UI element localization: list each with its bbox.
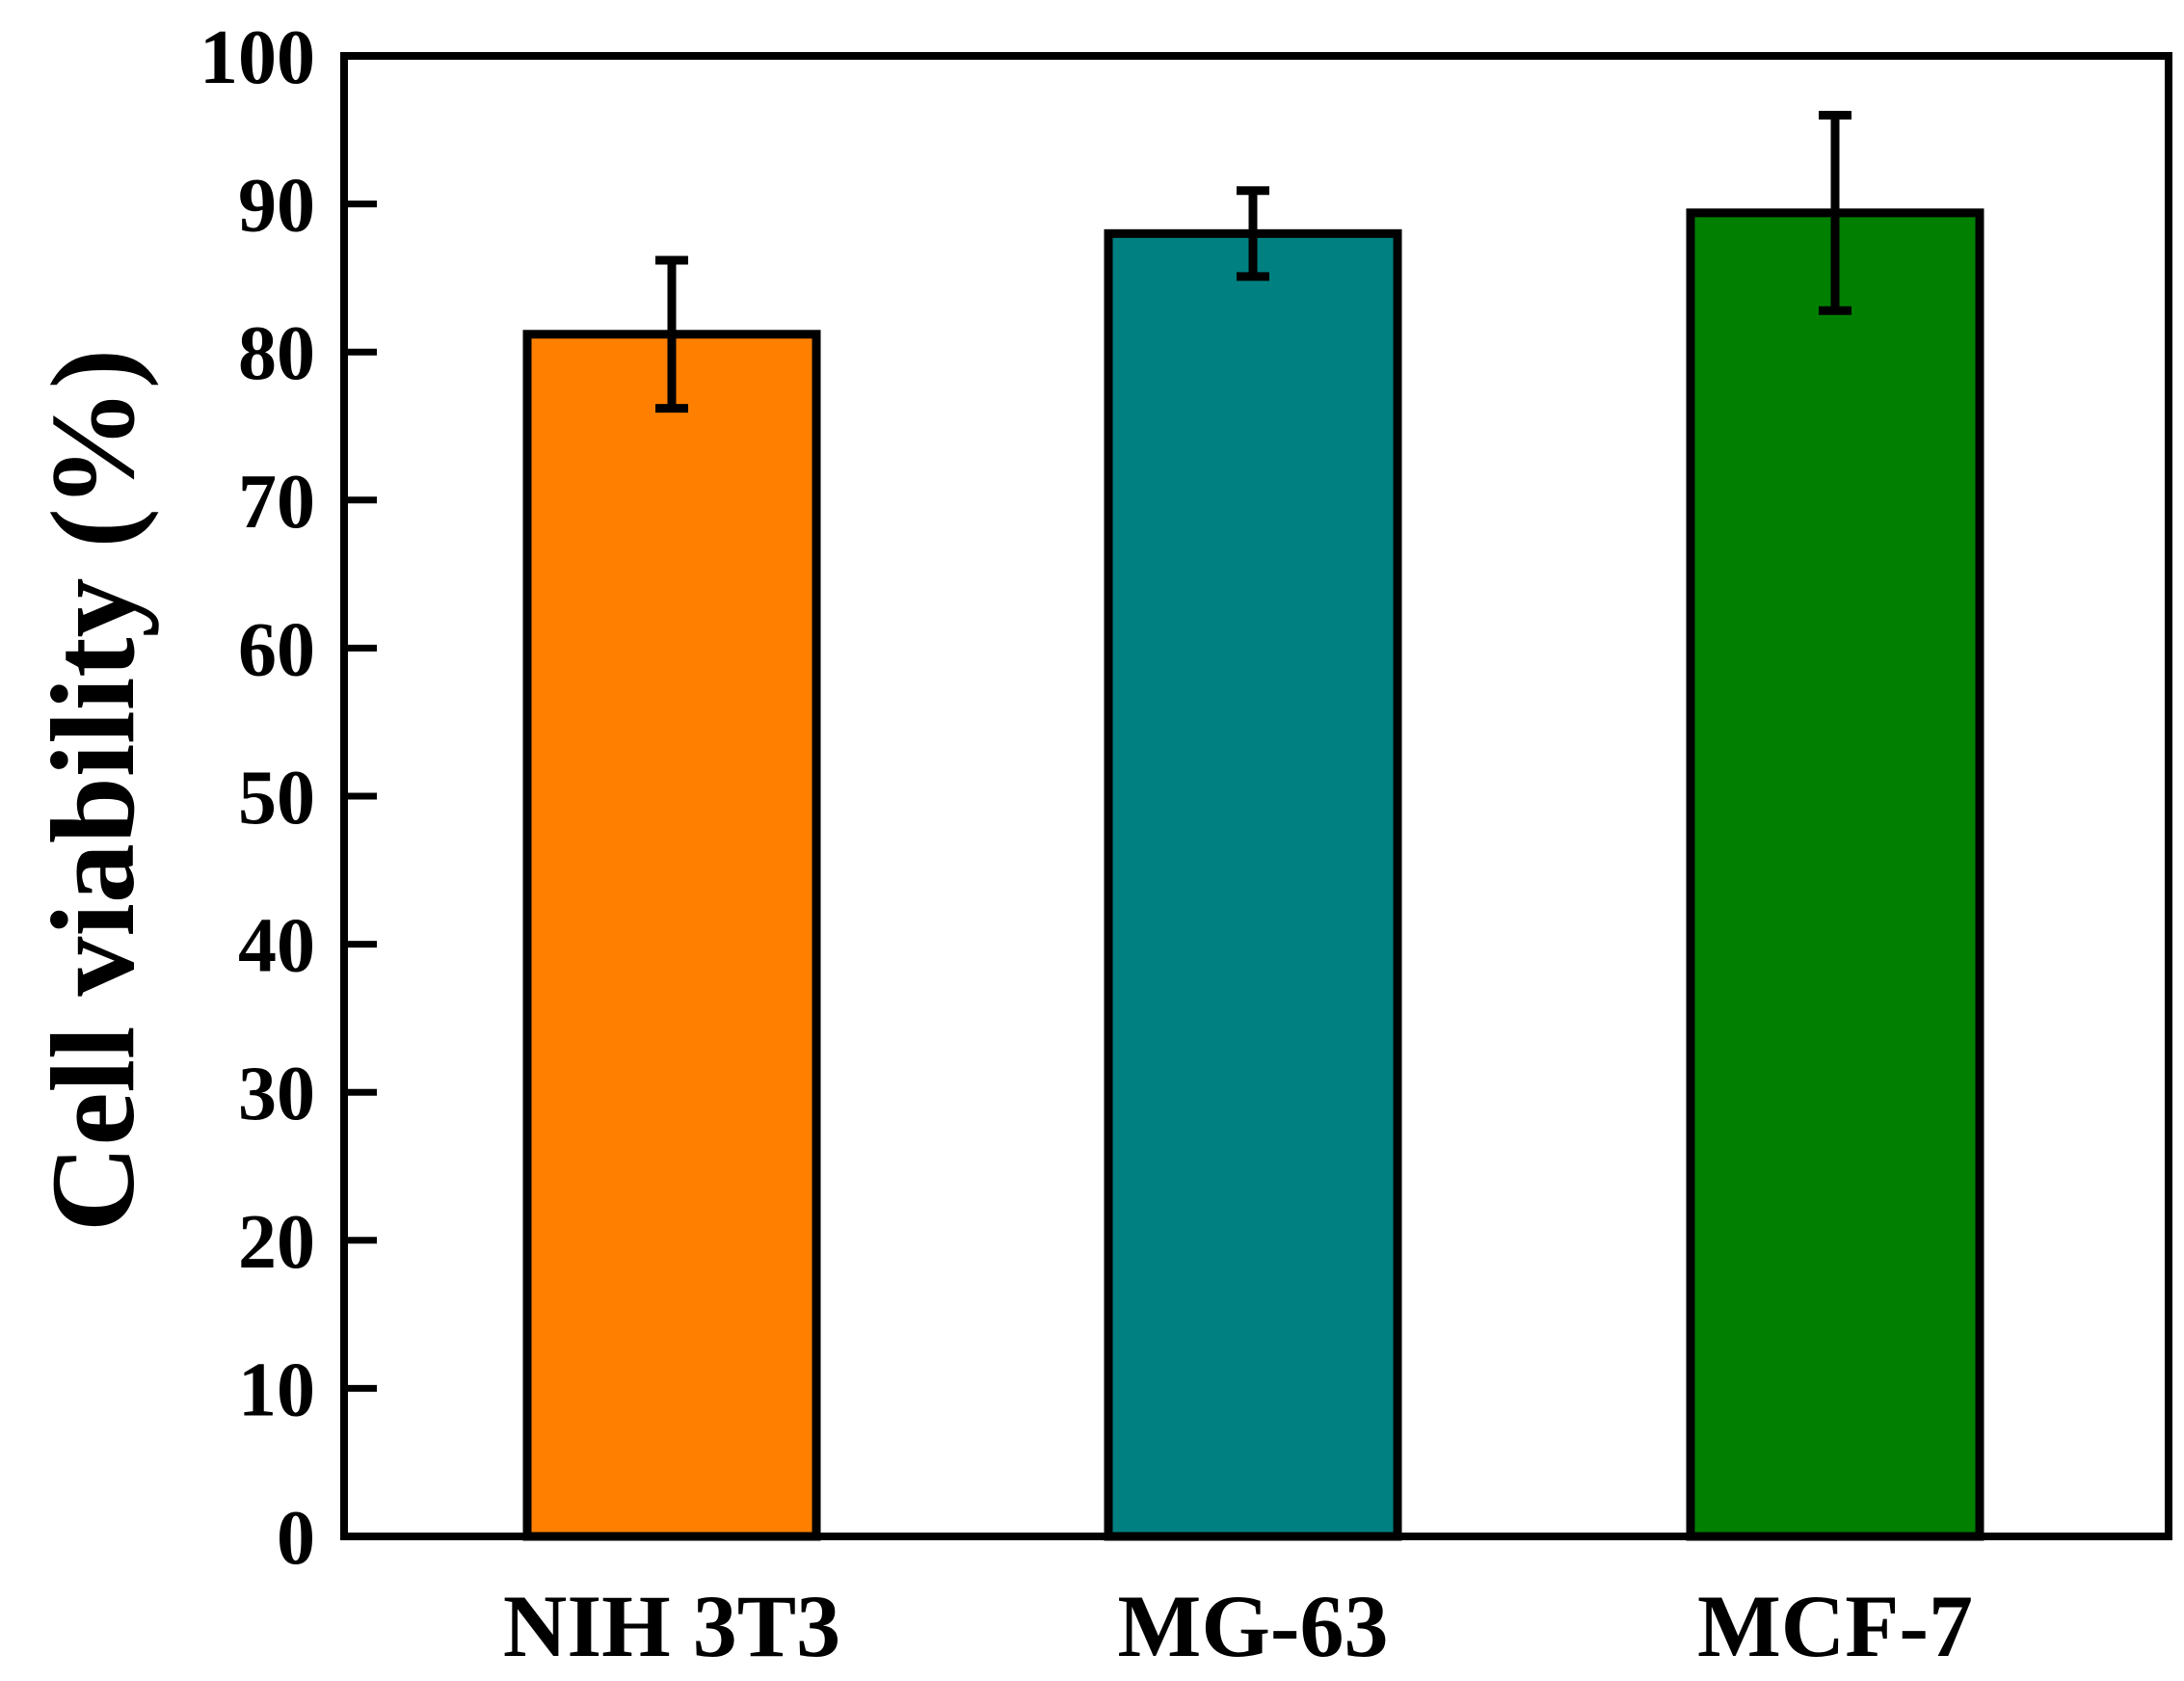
error-bar [1237,186,1269,281]
y-tick-label: 50 [238,756,315,840]
bar-mg-63 [1104,228,1402,1541]
y-tick-label: 40 [238,904,315,989]
bar-mcf-7 [1686,208,1984,1541]
y-ticks-layer: 0 10 20 30 40 50 60 70 80 90 100 [200,15,377,1581]
error-bar [655,255,688,414]
plot-frame [340,52,2172,1540]
error-bars-layer [655,110,1851,414]
bar-nih-3t3 [522,330,821,1541]
y-axis-title-group: Cell viability (%) [27,349,159,1232]
y-tick-label: 0 [277,1496,315,1581]
y-tick-label: 60 [238,607,315,692]
y-tick-label: 90 [238,164,315,249]
y-axis-title: Cell viability (%) [27,349,159,1232]
y-tick-label: 100 [200,15,315,100]
y-tick-label: 20 [238,1200,315,1285]
x-category-label: MG-63 [1117,1577,1388,1675]
error-bar [1819,110,1851,315]
bars-layer [522,208,1984,1541]
x-category-label: MCF-7 [1697,1577,1973,1675]
y-tick-label: 10 [238,1347,315,1432]
x-category-label: NIH 3T3 [503,1577,840,1675]
x-labels-layer: NIH 3T3 MG-63 MCF-7 [503,1577,1973,1675]
y-tick-label: 30 [238,1052,315,1136]
y-tick-label: 70 [238,460,315,545]
y-tick-label: 80 [238,311,315,396]
